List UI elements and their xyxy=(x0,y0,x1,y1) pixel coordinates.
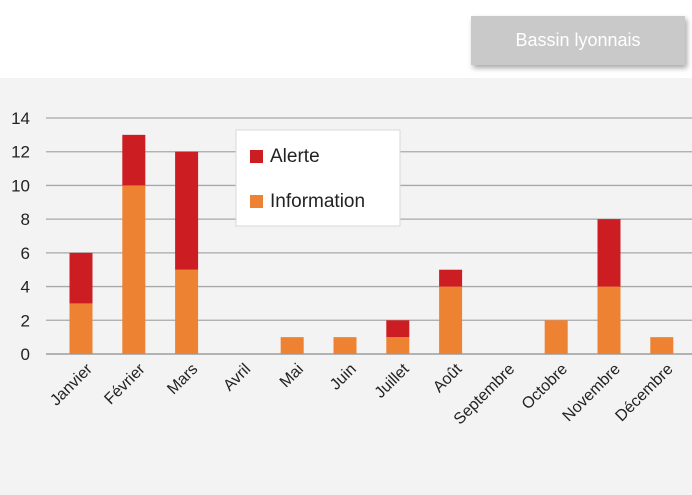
x-tick-label: Juin xyxy=(327,361,360,394)
legend-label-information: Information xyxy=(270,191,365,212)
bar-alerte-0 xyxy=(69,252,93,304)
y-tick-label: 2 xyxy=(21,311,30,330)
legend-box xyxy=(235,129,401,227)
bar-information-9 xyxy=(544,320,568,354)
bar-alerte-7 xyxy=(439,269,463,287)
x-tick-label: Décembre xyxy=(612,361,676,425)
bar-information-7 xyxy=(439,286,463,354)
y-tick-label: 0 xyxy=(21,345,30,364)
x-tick-label: Janvier xyxy=(47,360,96,409)
bar-information-5 xyxy=(333,337,357,354)
x-tick-label: Octobre xyxy=(519,361,571,413)
legend-swatch-information xyxy=(250,195,263,208)
bar-information-10 xyxy=(597,286,621,354)
bar-alerte-2 xyxy=(175,151,199,270)
region-tag: Bassin lyonnais xyxy=(471,16,685,65)
x-tick-label: Février xyxy=(101,360,149,408)
y-axis-ticks: 0 2 4 6 8 10 12 14 xyxy=(11,109,30,364)
bar-information-0 xyxy=(69,303,93,354)
x-axis-ticks: Janvier Février Mars Avril Mai Juin Juillet Aoû… xyxy=(47,360,676,428)
y-tick-label: 14 xyxy=(11,109,30,128)
y-tick-label: 8 xyxy=(21,210,30,229)
x-tick-label: Juillet xyxy=(372,360,413,401)
bar-alerte-1 xyxy=(122,134,146,186)
chart-area: 0 2 4 6 8 10 12 14 Janvier Février Mars Avril Mai Ju… xyxy=(0,78,692,495)
x-tick-label: Avril xyxy=(220,361,254,395)
bar-alerte-10 xyxy=(597,219,621,287)
bar-information-6 xyxy=(386,337,410,354)
stacked-bar-chart: 0 2 4 6 8 10 12 14 Janvier Février Mars Avril Mai Ju… xyxy=(11,109,692,428)
y-tick-label: 12 xyxy=(11,143,30,162)
bar-information-4 xyxy=(280,337,304,354)
bar-information-11 xyxy=(650,337,674,354)
x-tick-label: Août xyxy=(430,360,466,396)
bar-information-2 xyxy=(175,269,199,354)
x-tick-label: Mars xyxy=(164,361,201,398)
legend: Alerte Information xyxy=(235,129,401,227)
region-tag-label: Bassin lyonnais xyxy=(515,30,641,50)
bar-information-1 xyxy=(122,185,146,354)
bars xyxy=(69,134,674,354)
legend-swatch-alerte xyxy=(250,150,263,163)
y-tick-label: 6 xyxy=(21,244,30,263)
y-tick-label: 4 xyxy=(21,278,30,297)
legend-label-alerte: Alerte xyxy=(270,146,320,167)
x-tick-label: Mai xyxy=(277,361,307,391)
bar-alerte-6 xyxy=(386,320,410,338)
y-tick-label: 10 xyxy=(11,176,30,195)
